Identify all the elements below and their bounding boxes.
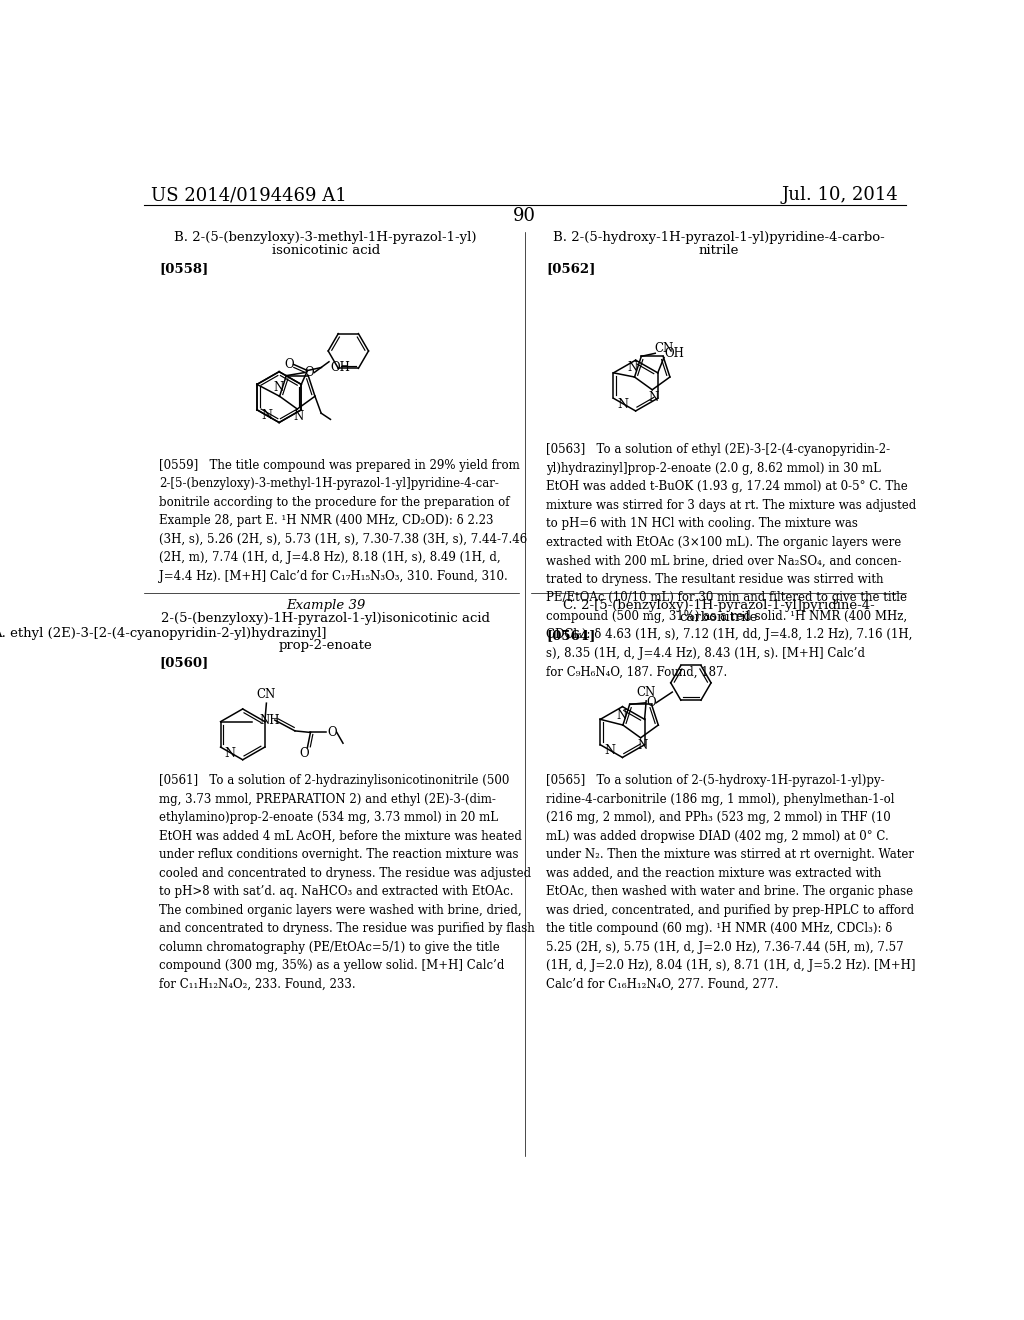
Text: Jul. 10, 2014: Jul. 10, 2014 [781, 186, 898, 205]
Text: N: N [604, 744, 615, 758]
Text: N: N [648, 391, 658, 404]
Text: NH: NH [259, 714, 280, 726]
Text: Example 39: Example 39 [286, 598, 366, 611]
Text: O: O [299, 747, 309, 760]
Text: CN: CN [654, 342, 674, 355]
Text: nitrile: nitrile [698, 243, 738, 256]
Text: [0563]   To a solution of ethyl (2E)-3-[2-(4-cyanopyridin-2-
yl)hydrazinyl]prop-: [0563] To a solution of ethyl (2E)-3-[2-… [547, 444, 916, 678]
Text: N: N [637, 739, 647, 752]
Text: US 2014/0194469 A1: US 2014/0194469 A1 [152, 186, 347, 205]
Text: OH: OH [665, 347, 684, 360]
Text: N: N [294, 411, 304, 424]
Text: [0561]   To a solution of 2-hydrazinylisonicotinonitrile (500
mg, 3.73 mmol, PRE: [0561] To a solution of 2-hydrazinylison… [159, 775, 535, 991]
Text: N: N [224, 747, 236, 760]
Text: O: O [305, 366, 314, 379]
Text: CN: CN [257, 688, 276, 701]
Text: N: N [616, 709, 627, 722]
Text: prop-2-enoate: prop-2-enoate [279, 639, 373, 652]
Text: N: N [261, 409, 272, 422]
Text: [0558]: [0558] [159, 261, 208, 275]
Text: A. ethyl (2E)-3-[2-(4-cyanopyridin-2-yl)hydrazinyl]: A. ethyl (2E)-3-[2-(4-cyanopyridin-2-yl)… [0, 627, 327, 640]
Text: [0565]   To a solution of 2-(5-hydroxy-1H-pyrazol-1-yl)py-
ridine-4-carbonitrile: [0565] To a solution of 2-(5-hydroxy-1H-… [547, 775, 916, 991]
Text: O: O [284, 358, 294, 371]
Text: N: N [628, 362, 638, 375]
Text: [0560]: [0560] [159, 656, 208, 669]
Text: [0562]: [0562] [547, 261, 596, 275]
Text: B. 2-(5-hydroxy-1H-pyrazol-1-yl)pyridine-4-carbo-: B. 2-(5-hydroxy-1H-pyrazol-1-yl)pyridine… [553, 231, 885, 244]
Text: OH: OH [331, 360, 350, 374]
Text: 2-(5-(benzyloxy)-1H-pyrazol-1-yl)isonicotinic acid: 2-(5-(benzyloxy)-1H-pyrazol-1-yl)isonico… [161, 611, 490, 624]
Text: N: N [617, 397, 629, 411]
Text: carbonitrile: carbonitrile [679, 611, 758, 624]
Text: C. 2-[5-(benzyloxy)-1H-pyrazol-1-yl]pyridine-4-: C. 2-[5-(benzyloxy)-1H-pyrazol-1-yl]pyri… [562, 598, 874, 611]
Text: O: O [328, 726, 337, 739]
Text: CN: CN [637, 686, 655, 698]
Text: [0564]: [0564] [547, 630, 596, 643]
Text: [0559]   The title compound was prepared in 29% yield from
2-[5-(benzyloxy)-3-me: [0559] The title compound was prepared i… [159, 459, 527, 582]
Text: 90: 90 [513, 207, 537, 226]
Text: B. 2-(5-(benzyloxy)-3-methyl-1H-pyrazol-1-yl): B. 2-(5-(benzyloxy)-3-methyl-1H-pyrazol-… [174, 231, 477, 244]
Text: O: O [646, 697, 656, 709]
Text: N: N [273, 380, 284, 393]
Text: isonicotinic acid: isonicotinic acid [271, 243, 380, 256]
